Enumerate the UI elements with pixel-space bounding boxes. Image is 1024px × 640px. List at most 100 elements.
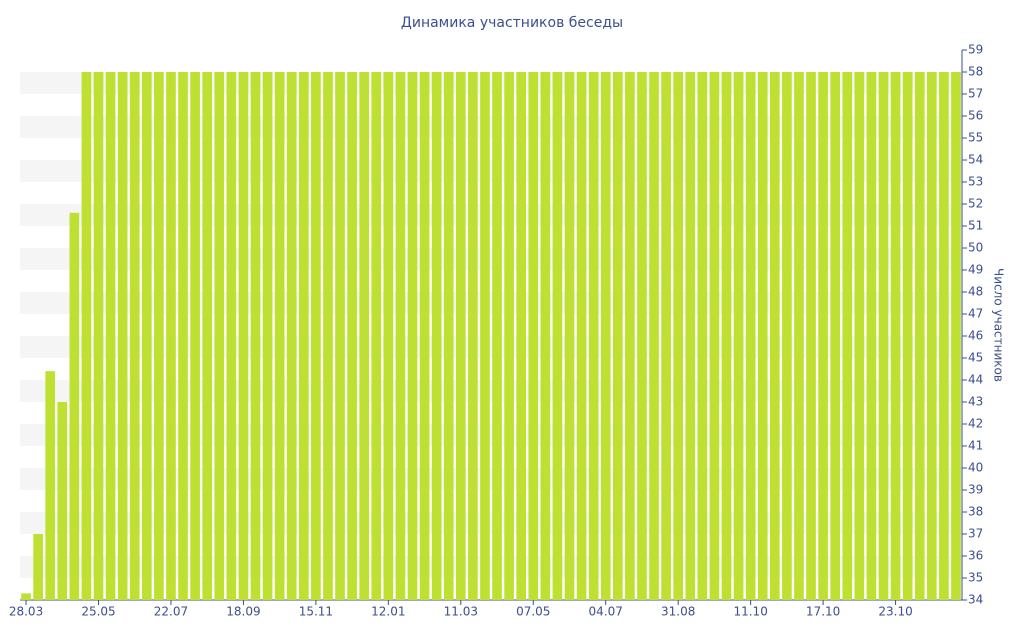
y-tick-label: 35 bbox=[968, 571, 983, 585]
bar bbox=[926, 72, 937, 600]
x-tick-label: 25.05 bbox=[81, 605, 115, 619]
y-tick-label: 53 bbox=[968, 175, 983, 189]
bar bbox=[105, 72, 116, 600]
bar bbox=[649, 72, 659, 600]
x-tick-label: 12.01 bbox=[371, 605, 405, 619]
bar bbox=[347, 72, 357, 600]
x-tick-label: 04.07 bbox=[589, 605, 623, 619]
x-tick-label: 22.07 bbox=[154, 605, 188, 619]
bar bbox=[890, 72, 901, 600]
bar bbox=[480, 72, 490, 600]
bar bbox=[419, 72, 430, 600]
bar bbox=[178, 72, 188, 600]
x-tick-label: 15.11 bbox=[299, 605, 333, 619]
bar bbox=[492, 72, 502, 600]
bar bbox=[311, 72, 321, 600]
bar bbox=[262, 72, 273, 600]
bar bbox=[794, 72, 804, 600]
x-tick-label: 23.10 bbox=[878, 605, 912, 619]
x-tick-label: 11.03 bbox=[444, 605, 478, 619]
bar bbox=[468, 72, 478, 600]
y-tick-label: 34 bbox=[968, 593, 983, 607]
y-tick-label: 39 bbox=[968, 483, 983, 497]
y-tick-label: 55 bbox=[968, 131, 983, 145]
bar bbox=[818, 72, 828, 600]
bar bbox=[588, 72, 599, 600]
bar bbox=[697, 72, 708, 600]
y-axis-label: Число участников bbox=[992, 268, 1006, 382]
bar bbox=[407, 72, 418, 600]
bar bbox=[395, 72, 406, 600]
bar bbox=[202, 72, 213, 600]
bar bbox=[154, 72, 164, 600]
bar bbox=[431, 72, 442, 600]
bar bbox=[371, 72, 382, 600]
bar bbox=[443, 72, 454, 600]
bar bbox=[129, 72, 140, 600]
bar bbox=[637, 72, 647, 600]
bar bbox=[286, 72, 297, 600]
bar bbox=[685, 72, 696, 600]
bar bbox=[214, 72, 225, 600]
y-tick-label: 54 bbox=[968, 153, 983, 167]
bar bbox=[782, 72, 792, 600]
bar bbox=[57, 402, 68, 600]
y-tick-label: 44 bbox=[968, 373, 983, 387]
y-tick-label: 58 bbox=[968, 65, 983, 79]
y-tick-label: 38 bbox=[968, 505, 983, 519]
bar bbox=[902, 72, 913, 600]
bar bbox=[81, 72, 92, 600]
bar bbox=[93, 72, 104, 600]
y-tick-label: 49 bbox=[968, 263, 983, 277]
y-tick-label: 51 bbox=[968, 219, 983, 233]
bar bbox=[528, 72, 539, 600]
y-tick-label: 50 bbox=[968, 241, 983, 255]
bar bbox=[733, 72, 744, 600]
bar bbox=[757, 72, 768, 600]
chart-title: Динамика участников беседы bbox=[401, 15, 623, 31]
bar bbox=[878, 72, 889, 600]
bar bbox=[117, 72, 128, 600]
bar bbox=[769, 72, 780, 600]
y-tick-label: 40 bbox=[968, 461, 983, 475]
y-tick-label: 56 bbox=[968, 109, 983, 123]
bar bbox=[661, 72, 671, 600]
bar bbox=[166, 72, 176, 600]
bar bbox=[190, 72, 200, 600]
x-tick-label: 11.10 bbox=[733, 605, 767, 619]
x-tick-label: 07.05 bbox=[516, 605, 550, 619]
bar bbox=[745, 72, 756, 600]
bar bbox=[45, 371, 56, 600]
bar bbox=[516, 72, 527, 600]
bar bbox=[274, 72, 285, 600]
bar bbox=[625, 72, 635, 600]
bar bbox=[540, 72, 551, 600]
bar bbox=[914, 72, 925, 600]
bar bbox=[383, 72, 394, 600]
bar bbox=[69, 212, 80, 601]
bar bbox=[576, 72, 587, 600]
bar bbox=[939, 72, 949, 600]
y-tick-label: 48 bbox=[968, 285, 983, 299]
bar bbox=[709, 72, 720, 600]
bar bbox=[552, 72, 563, 600]
y-tick-label: 41 bbox=[968, 439, 983, 453]
bar bbox=[806, 72, 816, 600]
bar bbox=[323, 72, 333, 600]
y-tick-label: 46 bbox=[968, 329, 983, 343]
bar bbox=[504, 72, 514, 600]
y-tick-label: 43 bbox=[968, 395, 983, 409]
y-tick-label: 47 bbox=[968, 307, 983, 321]
bar bbox=[951, 72, 961, 600]
bar bbox=[600, 72, 611, 600]
y-tick-label: 59 bbox=[968, 43, 983, 57]
y-tick-label: 52 bbox=[968, 197, 983, 211]
x-tick-label: 17.10 bbox=[806, 605, 840, 619]
bar bbox=[359, 72, 370, 600]
bar bbox=[250, 72, 261, 600]
bar bbox=[673, 72, 684, 600]
x-tick-label: 31.08 bbox=[661, 605, 695, 619]
bar bbox=[226, 72, 237, 600]
bar bbox=[298, 72, 309, 600]
